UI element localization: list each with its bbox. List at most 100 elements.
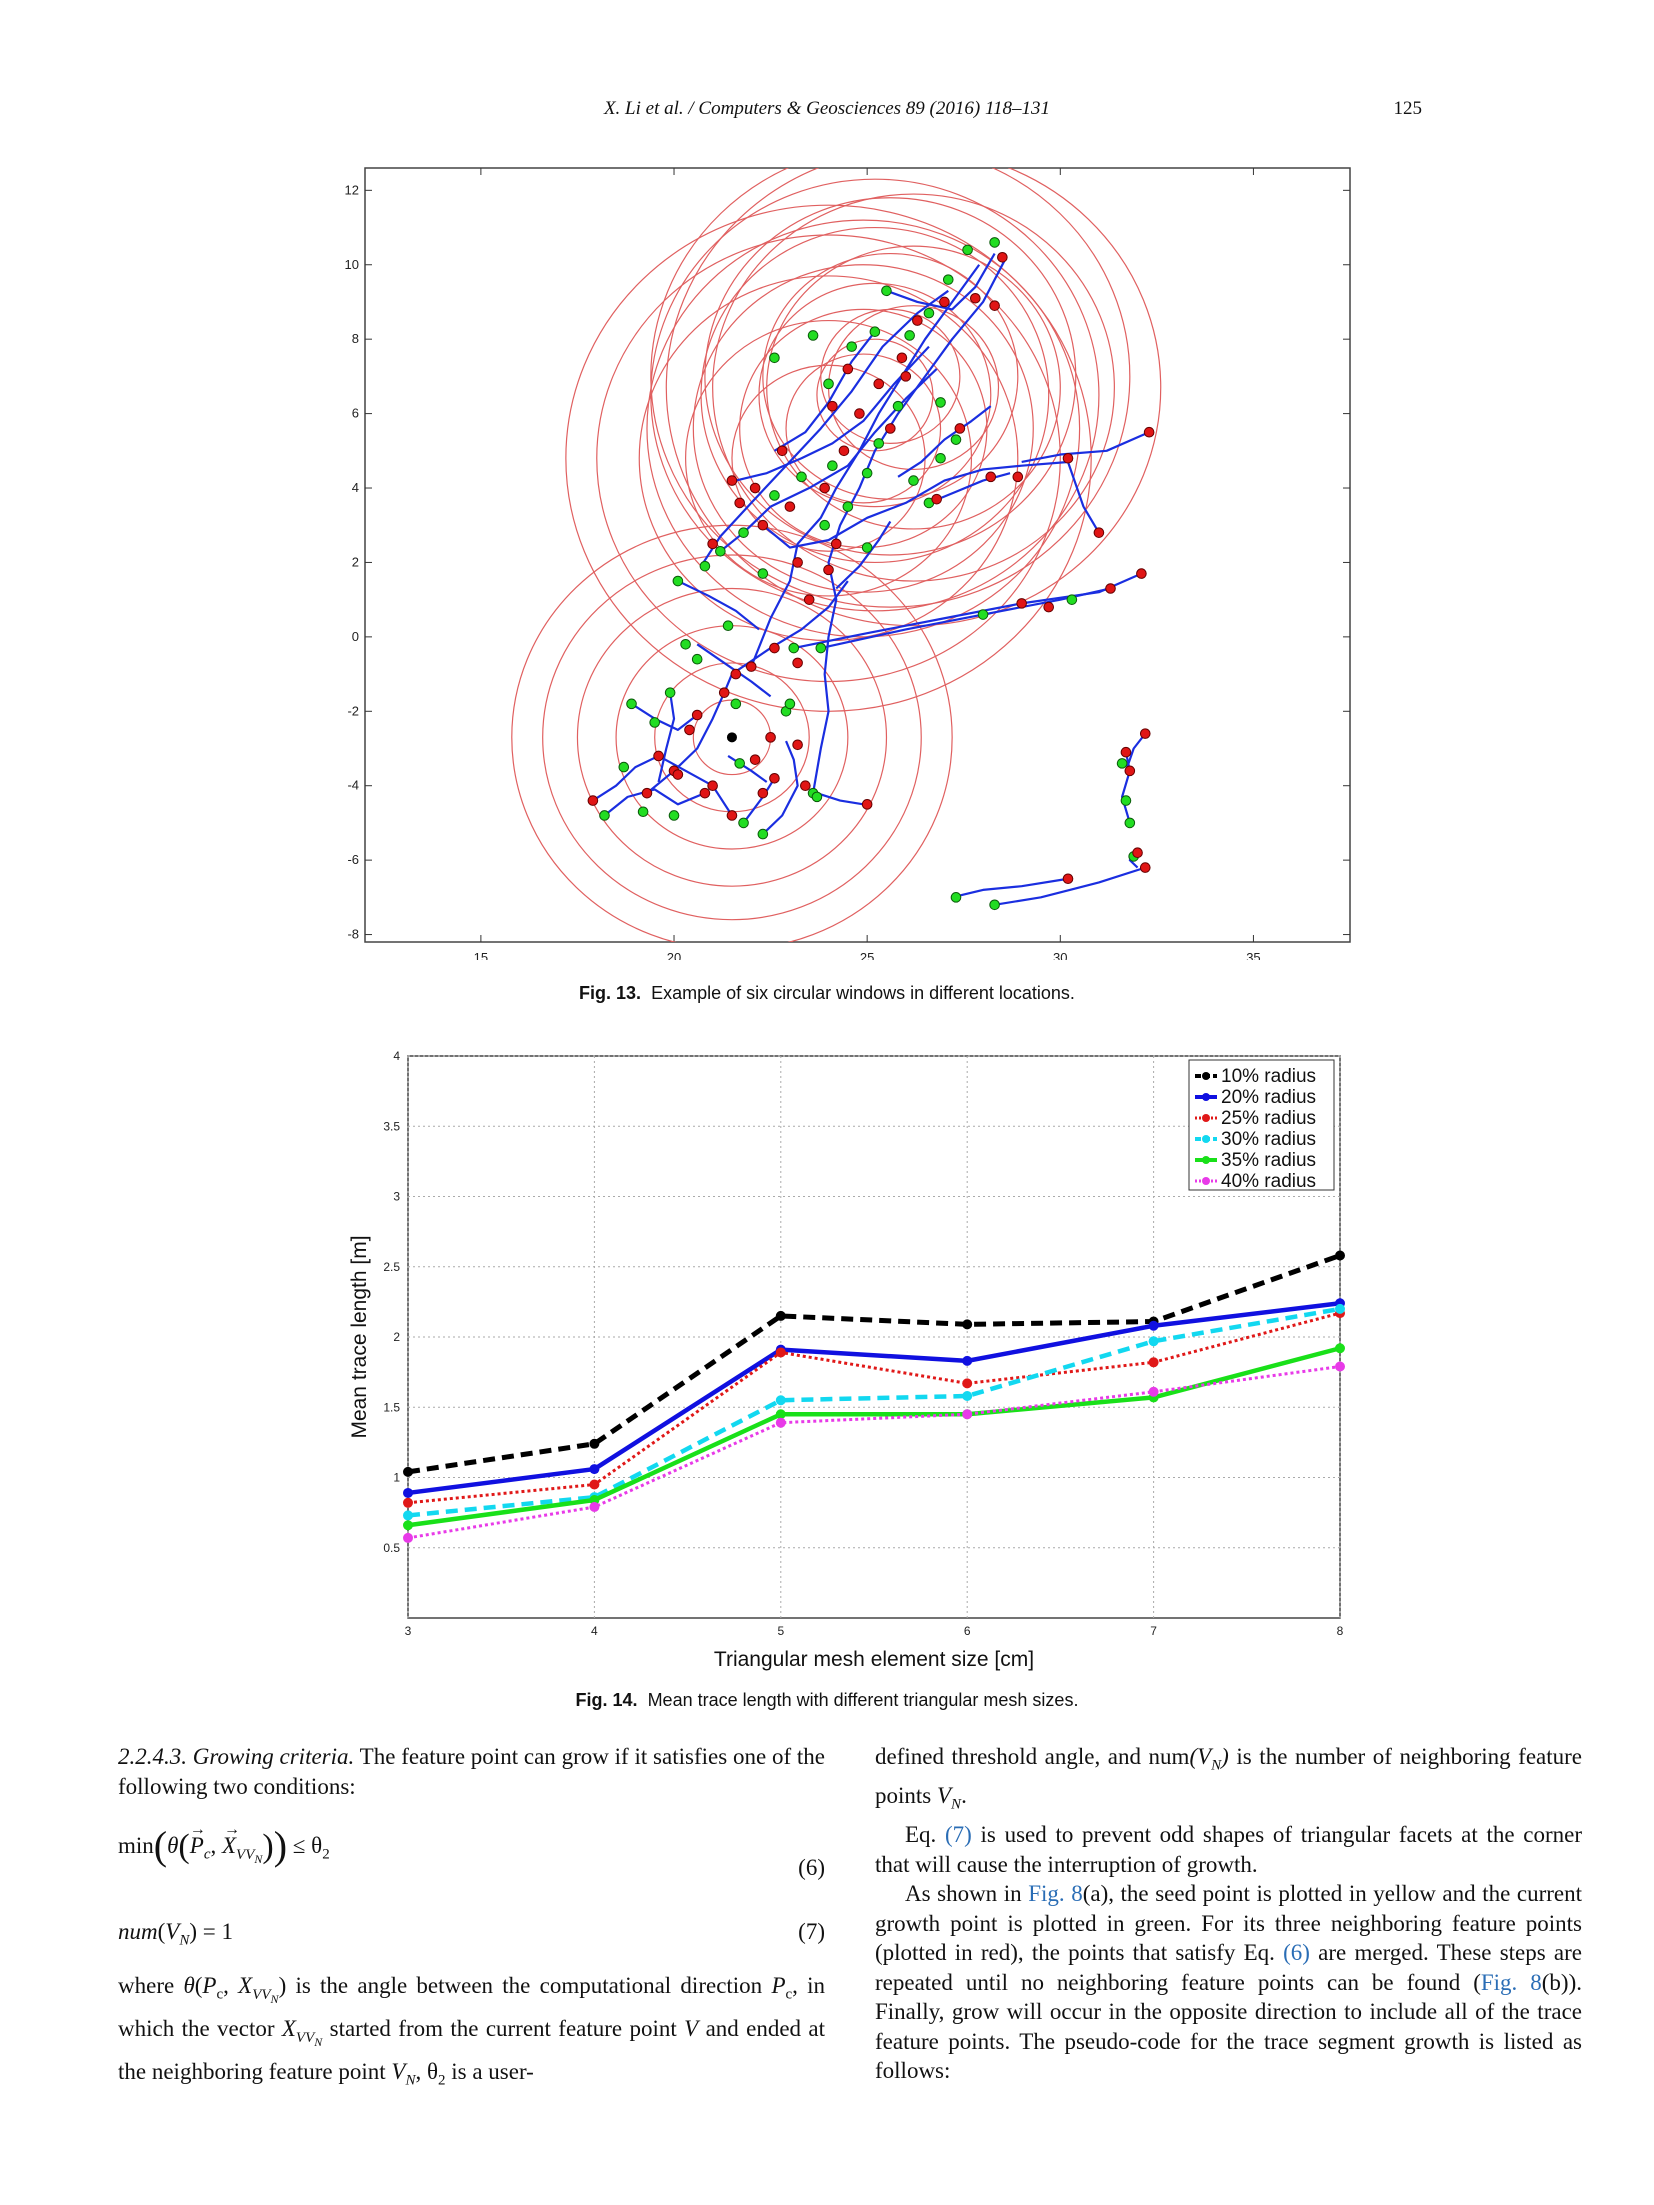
feature-point	[718, 687, 730, 698]
x-tick-label: 7	[1150, 1624, 1157, 1638]
trace-endpoint	[691, 653, 703, 665]
eq7-link[interactable]: (7)	[945, 1822, 972, 1848]
x-tick-label: 6	[964, 1624, 971, 1638]
trace-endpoint	[796, 471, 807, 483]
eq6-link[interactable]: (6)	[1283, 1940, 1310, 1966]
circular-window	[646, 219, 1081, 638]
trace-endpoint	[738, 527, 749, 538]
y-tick-label: 12	[345, 182, 359, 197]
feature-point	[745, 661, 757, 672]
growth-paragraph: As shown in Fig. 8(a), the seed point is…	[875, 1881, 1582, 2084]
threshold-paragraph: defined threshold angle, and num(VN) is …	[875, 1744, 1583, 1813]
trace-endpoint	[618, 761, 630, 773]
x-tick-label: 35	[1246, 950, 1260, 960]
trace-endpoint	[819, 519, 830, 531]
feature-point	[1012, 471, 1024, 483]
data-point	[403, 1466, 413, 1477]
feature-point	[792, 657, 803, 669]
trace-endpoint	[846, 341, 858, 352]
x-tick-label: 4	[591, 1624, 598, 1638]
data-point	[1335, 1250, 1345, 1261]
data-point	[403, 1497, 413, 1508]
trace-endpoint	[892, 400, 904, 412]
feature-point	[765, 732, 776, 743]
y-tick-label: 8	[352, 331, 359, 346]
data-point	[1148, 1320, 1159, 1331]
feature-point	[827, 400, 838, 412]
trace-line	[1021, 431, 1150, 464]
legend-label: 25% radius	[1221, 1108, 1316, 1129]
eq7-paragraph: Eq. (7) is used to prevent odd shapes of…	[875, 1822, 1582, 1877]
x-axis-label: Triangular mesh element size [cm]	[714, 1648, 1034, 1671]
x-tick-label: 15	[474, 950, 488, 960]
trace-endpoint	[935, 397, 946, 408]
feature-point	[707, 780, 718, 792]
feature-point	[873, 378, 885, 390]
feature-point	[653, 750, 664, 762]
data-point	[403, 1510, 413, 1521]
feature-point	[1105, 583, 1116, 594]
feature-point	[641, 787, 653, 799]
fig8-link[interactable]: Fig. 8	[1028, 1881, 1083, 1907]
feature-point	[997, 252, 1008, 263]
trace-endpoint	[757, 828, 769, 840]
circular-window	[820, 308, 961, 444]
data-point	[1335, 1361, 1345, 1372]
feature-point	[885, 423, 896, 434]
feature-point	[769, 772, 780, 784]
data-point	[589, 1464, 600, 1475]
trace-line	[773, 331, 876, 452]
data-point	[962, 1391, 973, 1402]
data-point	[962, 1409, 973, 1420]
feature-point	[672, 769, 684, 780]
section-number: 2.2.4.3.	[118, 1744, 187, 1769]
data-point	[1335, 1303, 1345, 1314]
y-tick-label: 1.5	[383, 1400, 400, 1414]
data-point	[962, 1319, 973, 1330]
trace-endpoint	[842, 501, 854, 512]
x-tick-label: 30	[1053, 950, 1067, 960]
equation-7: num(VN) = 1 (7)	[118, 1917, 825, 1957]
data-point	[589, 1502, 600, 1513]
fig8-link-2[interactable]: Fig. 8	[1480, 1969, 1542, 1995]
trace-line	[603, 788, 706, 817]
trace-endpoint	[811, 791, 823, 803]
data-point	[775, 1347, 786, 1358]
data-point	[1148, 1386, 1159, 1397]
trace-endpoint	[1120, 795, 1132, 806]
legend-marker	[1202, 1177, 1210, 1185]
y-tick-label: 6	[352, 406, 359, 421]
trace-endpoint	[861, 542, 873, 553]
trace-line	[750, 264, 981, 668]
legend-label: 20% radius	[1221, 1087, 1316, 1108]
trace-line	[762, 460, 1100, 549]
y-tick-label: 0.5	[383, 1541, 400, 1555]
equation-7-number: (7)	[798, 1919, 825, 1944]
feature-point	[792, 557, 803, 568]
feature-point	[726, 810, 738, 821]
figure-14-caption-text: Mean trace length with different triangu…	[647, 1690, 1079, 1710]
y-tick-label: 2	[393, 1330, 400, 1344]
legend-box	[1188, 1059, 1335, 1191]
feature-point	[757, 787, 769, 799]
trace-endpoint	[715, 545, 726, 557]
feature-point	[769, 642, 780, 654]
trace-endpoint	[784, 698, 796, 710]
trace-endpoint	[664, 687, 676, 698]
data-point	[589, 1438, 600, 1449]
trace-line	[835, 520, 892, 590]
legend-marker	[1202, 1135, 1210, 1143]
feature-point	[838, 445, 850, 457]
trace-endpoint	[668, 810, 680, 821]
circular-window	[712, 193, 1115, 582]
data-point	[403, 1520, 413, 1531]
trace-endpoint	[734, 758, 745, 769]
feature-point	[954, 423, 966, 434]
y-tick-label: 4	[352, 480, 359, 495]
journal-citation: X. Li et al. / Computers & Geosciences 8…	[603, 98, 1051, 119]
feature-point	[707, 538, 718, 550]
figure-13-label: Fig. 13.	[579, 983, 642, 1003]
trace-endpoint	[823, 378, 834, 390]
feature-point	[792, 739, 803, 751]
trace-endpoint	[1124, 817, 1136, 829]
